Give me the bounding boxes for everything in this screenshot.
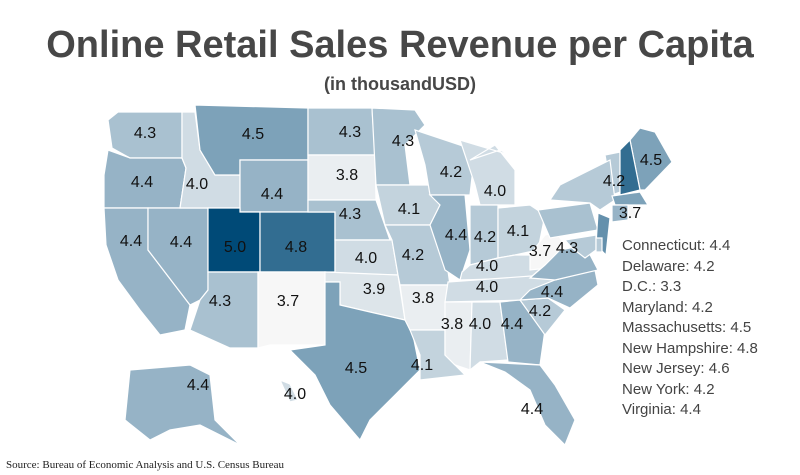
state-value-label: 4.3 — [339, 124, 361, 141]
callout-item: Maryland: 4.2 — [622, 298, 713, 316]
state-value-label: 3.9 — [363, 281, 385, 298]
state-value-label: 4.0 — [469, 316, 491, 333]
state-value-label: 4.3 — [339, 206, 361, 223]
state-ak — [124, 364, 241, 446]
source-note: Source: Bureau of Economic Analysis and … — [6, 459, 285, 471]
state-value-label: 4.1 — [507, 223, 529, 240]
state-value-label: 4.0 — [484, 183, 506, 200]
state-value-label: 4.4 — [261, 186, 283, 203]
state-value-label: 4.3 — [392, 133, 414, 150]
state-value-label: 3.7 — [529, 243, 551, 260]
state-value-label: 4.8 — [285, 239, 307, 256]
state-value-label: 4.4 — [541, 284, 563, 301]
callout-item: New Hampshire: 4.8 — [622, 339, 758, 357]
state-value-label: 4.5 — [242, 126, 264, 143]
state-value-label: 4.0 — [355, 250, 377, 267]
state-ga — [499, 299, 546, 366]
state-value-label: 4.2 — [529, 303, 551, 320]
state-nm — [257, 271, 326, 349]
state-value-label: 4.3 — [134, 125, 156, 142]
state-wi — [414, 129, 476, 196]
callout-item: Connecticut: 4.4 — [622, 237, 731, 254]
state-ma — [611, 191, 650, 206]
state-tx — [288, 281, 421, 442]
state-value-label: 4.0 — [476, 258, 498, 275]
callout-item: Massachusetts: 4.5 — [622, 319, 752, 336]
state-value-label: 3.8 — [441, 316, 463, 333]
state-de — [595, 237, 603, 253]
map-title: Online Retail Sales Revenue per Capita — [46, 24, 754, 66]
callout-item: Virginia: 4.4 — [622, 401, 701, 418]
state-hi — [278, 378, 299, 403]
state-value-label: 4.1 — [411, 357, 433, 374]
state-ct — [611, 204, 629, 223]
state-value-label: 4.2 — [603, 173, 625, 190]
state-value-label: 3.7 — [277, 293, 299, 310]
state-value-label: 4.0 — [284, 386, 306, 403]
state-value-label: 4.0 — [186, 176, 208, 193]
state-value-label: 4.0 — [476, 279, 498, 296]
state-md — [563, 234, 597, 259]
state-fl — [479, 361, 576, 447]
state-pa — [537, 202, 599, 239]
state-value-label: 4.4 — [170, 234, 192, 251]
callout-list: Connecticut: 4.4 Delaware: 4.2 D.C.: 3.3… — [622, 236, 758, 421]
state-value-label: 4.5 — [640, 152, 662, 169]
map-subtitle: (in thousandUSD) — [324, 74, 476, 94]
state-value-label: 4.4 — [501, 316, 523, 333]
state-value-label: 4.2 — [474, 229, 496, 246]
state-value-label: 4.1 — [398, 201, 420, 218]
state-nh — [619, 138, 641, 196]
state-value-label: 4.4 — [120, 233, 142, 250]
state-al — [469, 301, 509, 372]
state-value-label: 3.8 — [336, 167, 358, 184]
callout-item: New York: 4.2 — [622, 380, 715, 398]
state-ms — [444, 301, 473, 371]
state-value-label: 3.7 — [619, 205, 641, 222]
state-wv — [529, 231, 566, 271]
state-value-label: 4.3 — [209, 293, 231, 310]
state-value-label: 4.2 — [440, 164, 462, 181]
callout-item: New Jersey: 4.6 — [622, 360, 730, 377]
state-value-label: 4.4 — [445, 227, 467, 244]
state-value-label: 4.4 — [521, 401, 543, 418]
state-value-label: 4.4 — [131, 174, 153, 191]
state-value-label: 4.3 — [556, 240, 578, 257]
callout-item: Delaware: 4.2 — [622, 257, 715, 275]
state-value-label: 4.5 — [345, 360, 367, 377]
state-il — [428, 194, 471, 281]
state-mi — [459, 139, 516, 206]
state-value-label: 4.2 — [402, 247, 424, 264]
state-ny — [548, 159, 616, 211]
callout-item: D.C.: 3.3 — [622, 278, 682, 295]
state-value-label: 4.4 — [187, 377, 209, 394]
state-value-label: 5.0 — [224, 239, 246, 256]
state-value-label: 3.8 — [412, 290, 434, 307]
